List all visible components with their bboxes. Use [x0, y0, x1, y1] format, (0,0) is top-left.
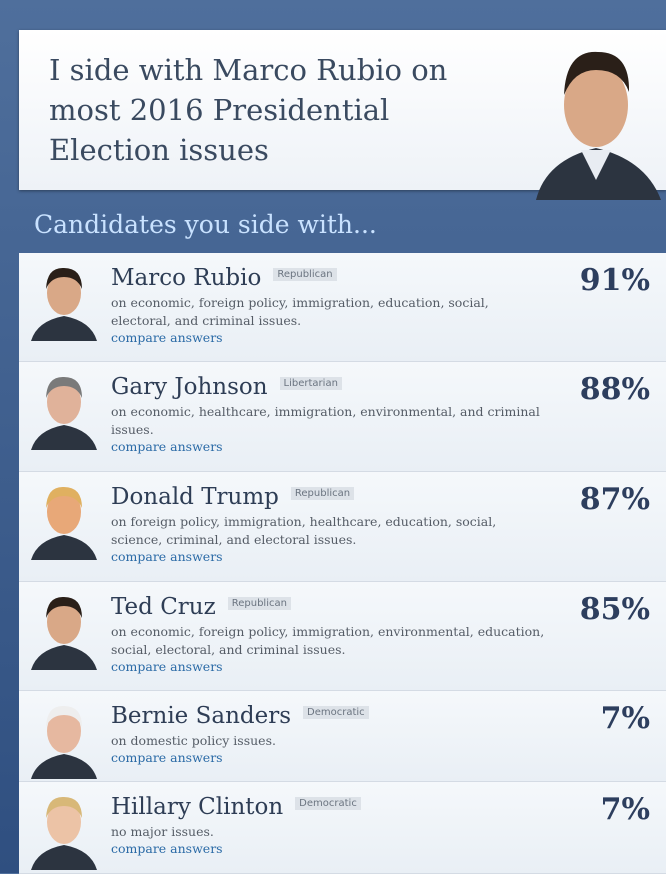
party-badge: Libertarian — [279, 377, 342, 390]
candidate-avatar — [31, 796, 97, 870]
party-badge: Republican — [227, 597, 291, 610]
candidate-avatar — [31, 705, 97, 779]
candidate-avatar — [31, 486, 97, 560]
candidate-list: Marco Rubio Republican on economic, foreig… — [19, 253, 666, 874]
name-text: Bernie Sanders — [111, 703, 292, 729]
name-text: Hillary Clinton — [111, 794, 284, 820]
header-card: I side with Marco Rubio on most 2016 Pre… — [19, 30, 666, 200]
candidate-name: Ted Cruz Republican — [111, 594, 291, 620]
match-percent: 7% — [600, 792, 650, 827]
section-title: Candidates you side with... — [34, 210, 377, 239]
issues-text: on economic, foreign policy, immigration… — [111, 624, 545, 657]
party-badge: Republican — [290, 487, 355, 500]
compare-link[interactable]: compare answers — [111, 841, 223, 856]
issues-text: on foreign policy, immigration, healthca… — [111, 514, 497, 547]
candidate-row: Gary Johnson Libertarian on economic, heal… — [19, 362, 666, 472]
candidate-photo — [536, 51, 661, 200]
candidate-name: Bernie Sanders Democratic — [111, 703, 369, 729]
candidate-name: Gary Johnson Libertarian — [111, 374, 342, 400]
candidate-row: Hillary Clinton Democratic no major issues… — [19, 782, 666, 874]
candidate-row: Marco Rubio Republican on economic, foreig… — [19, 253, 666, 362]
issues-text: no major issues. — [111, 824, 214, 839]
compare-link[interactable]: compare answers — [111, 439, 223, 454]
candidate-avatar — [31, 596, 97, 670]
candidate-row: Ted Cruz Republican on economic, foreign p… — [19, 582, 666, 691]
match-percent: 85% — [579, 592, 650, 627]
candidate-name: Marco Rubio Republican — [111, 265, 337, 291]
party-badge: Republican — [273, 268, 337, 281]
compare-link[interactable]: compare answers — [111, 659, 223, 674]
name-text: Donald Trump — [111, 484, 279, 510]
candidate-name: Hillary Clinton Democratic — [111, 794, 361, 820]
match-percent: 88% — [579, 372, 650, 407]
name-text: Marco Rubio — [111, 265, 262, 291]
candidate-row: Donald Trump Republican on foreign policy,… — [19, 472, 666, 582]
candidate-avatar — [31, 267, 97, 341]
name-text: Ted Cruz — [111, 594, 216, 620]
party-badge: Democratic — [295, 797, 361, 810]
compare-link[interactable]: compare answers — [111, 549, 223, 564]
match-percent: 91% — [579, 263, 650, 298]
issues-text: on domestic policy issues. — [111, 733, 276, 748]
issues-text: on economic, healthcare, immigration, en… — [111, 404, 540, 437]
issues-text: on economic, foreign policy, immigration… — [111, 295, 489, 328]
candidate-row: Bernie Sanders Democratic on domestic poli… — [19, 691, 666, 782]
match-percent: 87% — [579, 482, 650, 517]
candidate-avatar — [31, 376, 97, 450]
compare-link[interactable]: compare answers — [111, 330, 223, 345]
candidate-name: Donald Trump Republican — [111, 484, 355, 510]
header-title: I side with Marco Rubio on most 2016 Pre… — [49, 53, 448, 167]
compare-link[interactable]: compare answers — [111, 750, 223, 765]
match-percent: 7% — [600, 701, 650, 736]
party-badge: Democratic — [303, 706, 369, 719]
name-text: Gary Johnson — [111, 374, 268, 400]
